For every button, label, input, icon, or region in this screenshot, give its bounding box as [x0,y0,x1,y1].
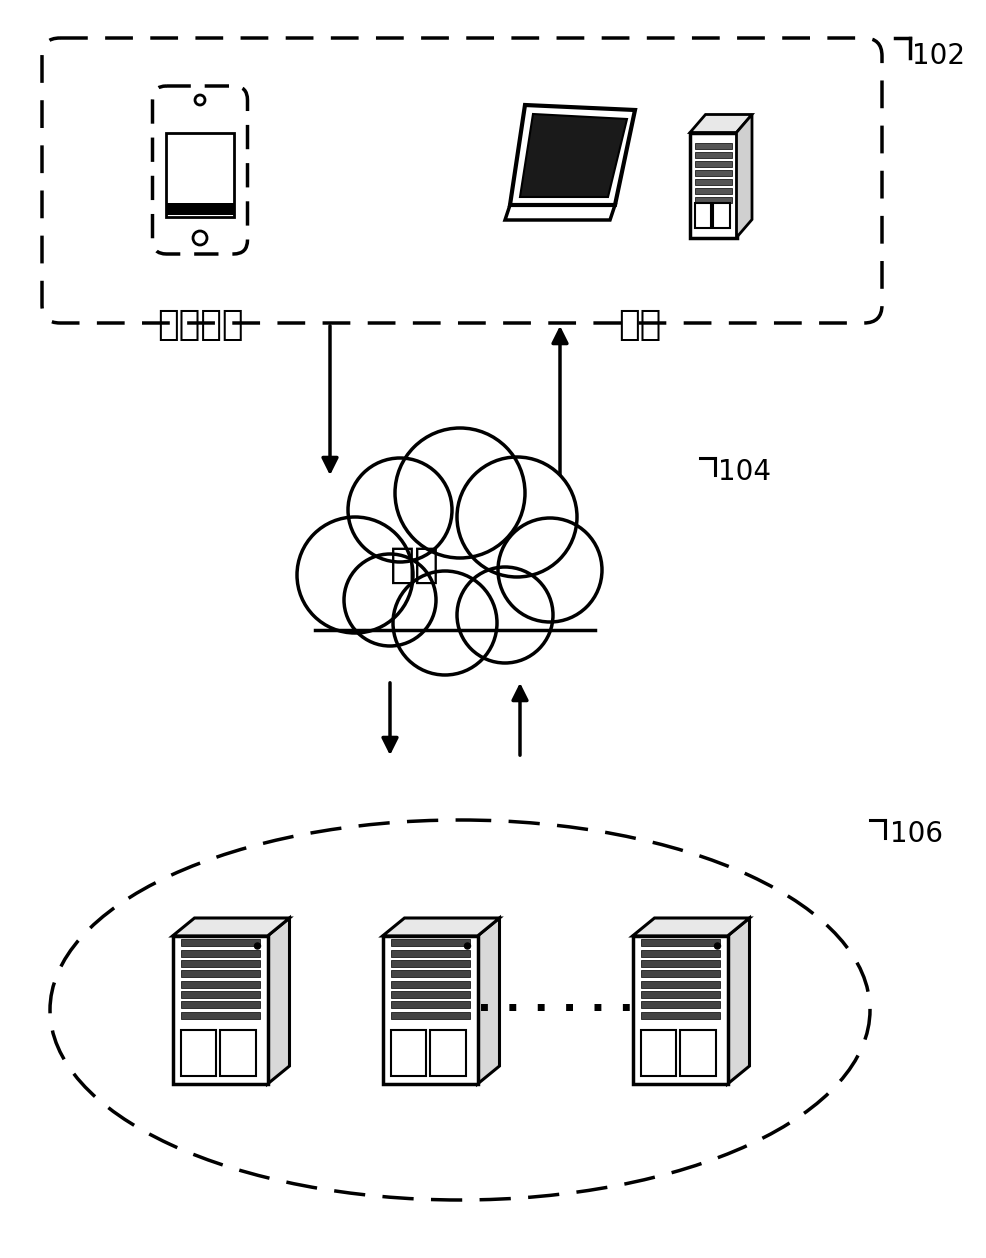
Bar [180,940,259,946]
Bar [694,151,731,157]
Polygon shape [505,205,614,220]
Bar [694,161,731,166]
Bar [166,133,234,216]
Bar [694,142,731,148]
Polygon shape [632,918,748,936]
Ellipse shape [300,465,599,665]
Polygon shape [727,918,748,1084]
Ellipse shape [319,478,580,643]
Polygon shape [173,918,289,936]
Bar [694,203,711,228]
Circle shape [498,518,601,621]
Bar [173,936,267,1084]
Circle shape [394,428,525,559]
Bar [390,1001,469,1008]
Bar [220,1030,255,1076]
Bar [640,1030,675,1076]
Circle shape [714,944,720,949]
Text: 102: 102 [911,42,964,70]
Bar [180,980,259,988]
Text: 移动终端: 移动终端 [157,308,243,342]
Bar [694,187,731,194]
Bar [180,950,259,956]
Polygon shape [520,114,626,198]
Circle shape [297,517,412,633]
Circle shape [254,944,260,949]
Circle shape [392,571,497,676]
Bar [694,179,731,185]
FancyBboxPatch shape [153,86,247,254]
Bar [390,970,469,977]
Polygon shape [510,104,634,205]
Bar [640,991,719,998]
Bar [640,1001,719,1008]
Bar [640,1011,719,1019]
Bar [640,950,719,956]
Bar [390,991,469,998]
Bar [180,970,259,977]
Bar [390,1011,469,1019]
Circle shape [348,458,452,562]
Bar [632,936,727,1084]
Bar [390,950,469,956]
Bar [689,132,736,238]
Bar [640,940,719,946]
Circle shape [464,944,470,949]
Bar [180,1030,216,1076]
Polygon shape [689,114,751,132]
Bar [679,1030,715,1076]
Circle shape [457,457,577,577]
Text: 106: 106 [889,820,942,848]
Bar [640,960,719,967]
Bar [694,196,731,203]
Bar [430,1030,465,1076]
Bar [640,980,719,988]
Bar [180,1001,259,1008]
Bar [390,940,469,946]
Bar [166,203,234,215]
Bar [390,980,469,988]
Text: 104: 104 [717,458,770,486]
Bar [390,1030,426,1076]
Bar [390,960,469,967]
Bar [180,960,259,967]
Polygon shape [383,918,499,936]
Polygon shape [477,918,499,1084]
Polygon shape [736,114,751,238]
Polygon shape [267,918,289,1084]
Bar [713,203,729,228]
Bar [180,1011,259,1019]
Text: 电脑: 电脑 [618,308,661,342]
Text: 网络: 网络 [389,543,440,586]
Circle shape [457,567,552,663]
Text: · · · · · ·: · · · · · · [476,991,633,1029]
Bar [383,936,477,1084]
Bar [640,970,719,977]
Bar [180,991,259,998]
Circle shape [344,554,436,647]
Bar [694,170,731,176]
